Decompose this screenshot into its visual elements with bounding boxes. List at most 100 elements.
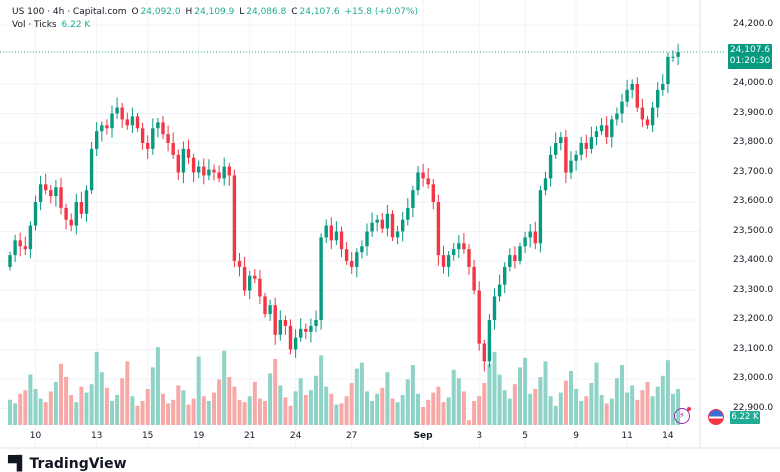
- candle-body: [49, 190, 53, 197]
- volume-bar: [370, 401, 375, 425]
- volume-bar: [574, 389, 579, 425]
- volume-bar: [201, 396, 206, 425]
- candle-body: [69, 219, 73, 226]
- candle-body: [100, 125, 104, 132]
- candle-body: [431, 184, 435, 202]
- candle-body: [186, 148, 191, 158]
- volume-bar: [273, 359, 278, 425]
- time-tick-label: 13: [90, 431, 103, 441]
- candle-body: [263, 296, 267, 315]
- price-tick-label: 23,600.0: [733, 196, 774, 206]
- volume-bar: [217, 379, 222, 425]
- volume-bar: [293, 391, 298, 425]
- candle-body: [645, 119, 650, 126]
- price-tick-label: 22,900.0: [733, 402, 774, 413]
- volume-bar: [278, 385, 283, 425]
- volume-bar: [23, 390, 28, 425]
- lightning-icon[interactable]: ⚡: [674, 407, 691, 424]
- time-tick-label: Sep: [413, 431, 433, 441]
- volume-bar: [94, 351, 99, 425]
- volume-bar: [110, 401, 114, 425]
- candle-body: [666, 56, 670, 84]
- candle-body: [360, 246, 364, 253]
- candle-body: [146, 143, 150, 149]
- volume-bar: [482, 383, 487, 425]
- candle-body: [594, 131, 599, 138]
- candle-body: [176, 154, 180, 173]
- volume-badge: 6.22 K: [730, 411, 760, 424]
- candle-body: [151, 128, 155, 149]
- candle-body: [38, 184, 43, 202]
- tradingview-logo[interactable]: ▀▌ TradingView: [8, 456, 127, 472]
- candle-body: [171, 143, 175, 155]
- volume-bar: [625, 392, 630, 425]
- volume-bar: [640, 390, 645, 425]
- candle-body: [268, 305, 272, 315]
- volume-bar: [324, 386, 329, 425]
- candle-body: [288, 325, 293, 350]
- volume-bar: [43, 402, 48, 425]
- volume-bar: [385, 372, 390, 425]
- volume-bar: [145, 389, 150, 425]
- volume-indicator-label[interactable]: Vol · Ticks: [12, 20, 57, 30]
- price-tick-label: 23,000.0: [733, 373, 774, 383]
- volume-bar: [38, 398, 43, 425]
- price-tick-label: 23,800.0: [733, 137, 774, 147]
- volume-bar: [283, 397, 288, 425]
- volume-bar: [268, 373, 273, 425]
- candle-body: [156, 122, 160, 129]
- volume-bar: [171, 399, 176, 425]
- candle-body: [538, 190, 543, 244]
- symbol-title[interactable]: US 100 · 4h · Capital.com: [12, 7, 127, 17]
- volume-bar: [288, 405, 293, 425]
- volume-bar: [64, 377, 69, 425]
- candle-body: [324, 225, 328, 238]
- volume-bar: [186, 404, 191, 425]
- volume-bar: [263, 401, 267, 425]
- candle-body: [457, 243, 461, 250]
- candle-body: [625, 89, 629, 102]
- candle-body: [406, 207, 410, 220]
- candle-body: [125, 119, 129, 126]
- candle-body: [472, 266, 476, 291]
- candle-body: [482, 343, 486, 362]
- volume-bar: [390, 398, 395, 425]
- volume-bar: [166, 403, 171, 425]
- candle-body: [355, 252, 359, 267]
- volume-bar: [252, 381, 257, 425]
- volume-bar: [456, 378, 461, 425]
- volume-bar: [558, 392, 563, 425]
- volume-bar: [502, 390, 507, 425]
- volume-bar: [206, 401, 211, 425]
- price-tick-label: 23,300.0: [733, 284, 774, 295]
- candle-body: [59, 187, 63, 208]
- candle-body: [589, 137, 594, 149]
- volume-bar: [589, 383, 594, 425]
- candle-body: [293, 337, 298, 350]
- candle-body: [309, 325, 313, 332]
- candle-body: [207, 169, 211, 176]
- candle-body: [365, 231, 369, 247]
- candle-body: [191, 157, 196, 173]
- open-label: O: [131, 7, 139, 17]
- volume-bar: [232, 386, 237, 425]
- candle-body: [416, 172, 420, 191]
- candle-body: [656, 89, 660, 108]
- candle-body: [375, 219, 379, 223]
- volume-bar: [579, 401, 584, 425]
- candle-body: [227, 166, 231, 176]
- open-value: 24,092.0: [140, 7, 181, 17]
- volume-bar: [426, 399, 431, 425]
- volume-bar: [395, 402, 400, 425]
- time-tick-label: 9: [573, 431, 579, 441]
- candle-body: [610, 119, 614, 138]
- candle-body: [523, 237, 527, 247]
- candle-body: [314, 320, 318, 326]
- candle-body: [258, 278, 262, 297]
- candle-body: [467, 249, 471, 267]
- candle-body: [548, 154, 553, 179]
- candle-body: [452, 249, 456, 256]
- volume-bar: [135, 405, 140, 425]
- volume-bar: [487, 363, 492, 425]
